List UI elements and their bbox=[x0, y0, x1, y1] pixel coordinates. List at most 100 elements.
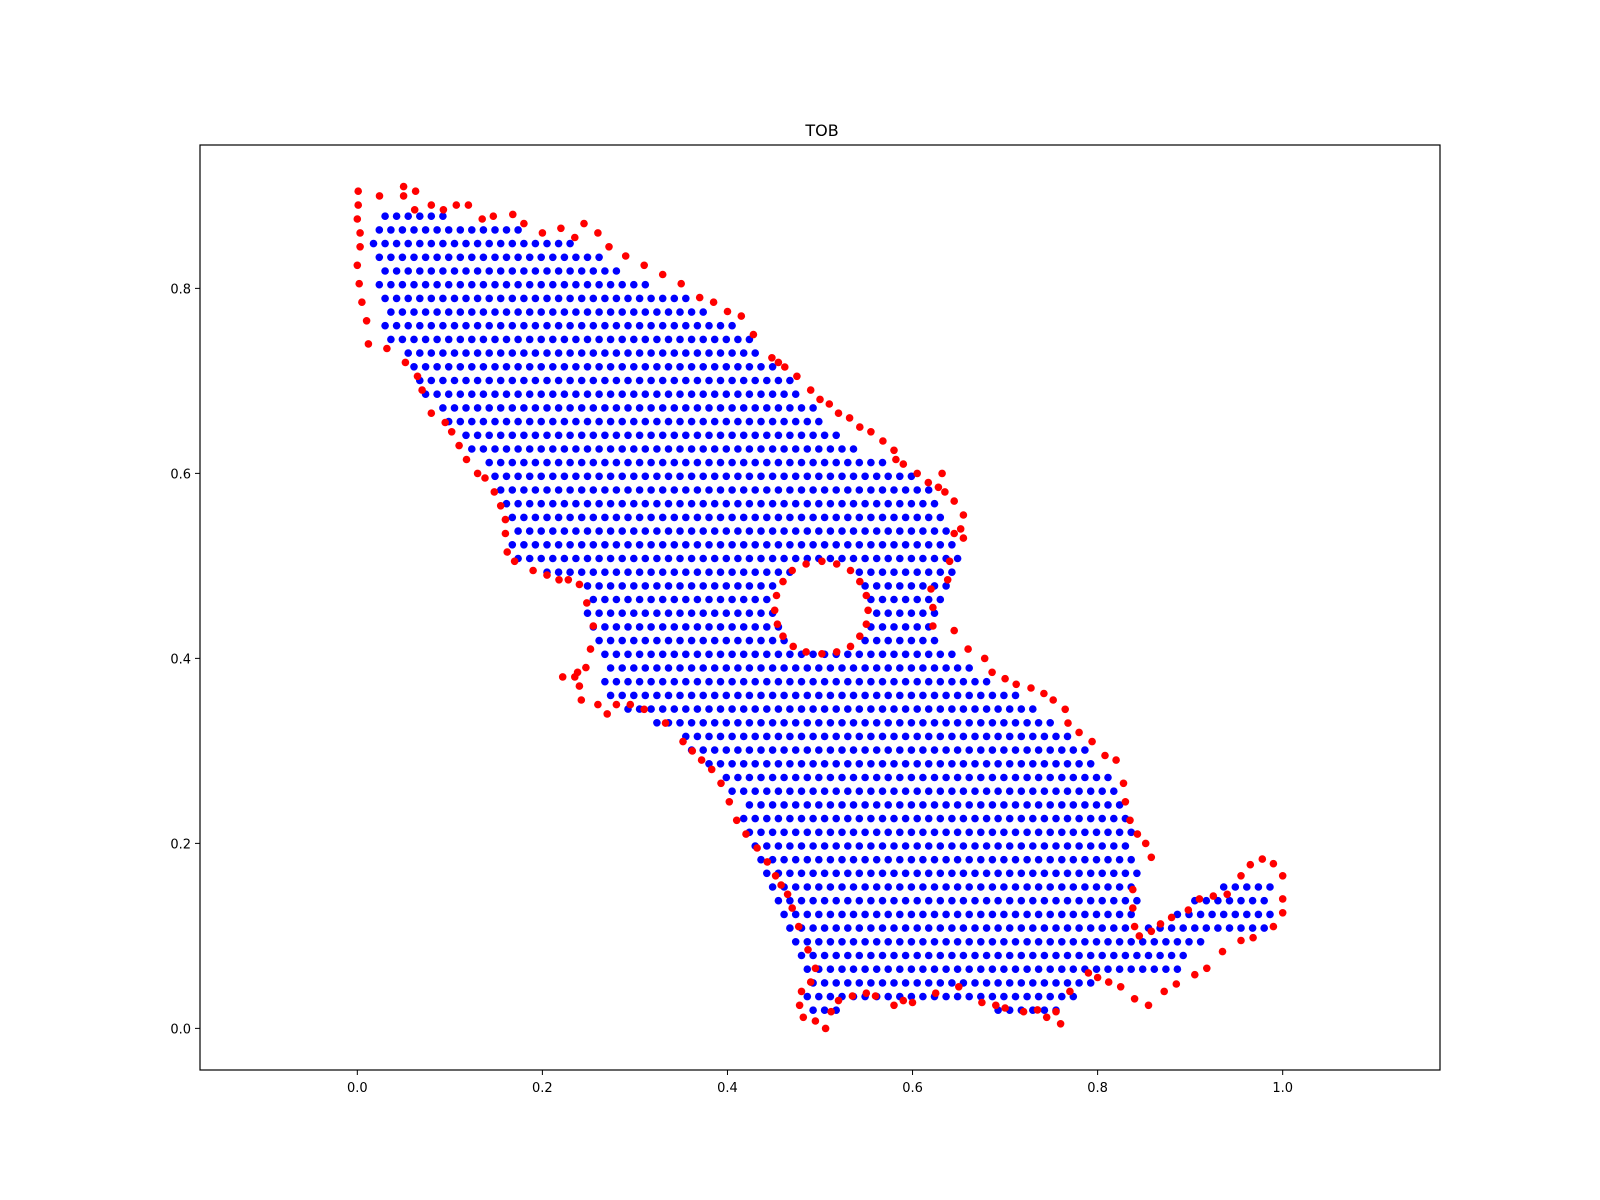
boundary-point bbox=[832, 648, 841, 656]
interior-point bbox=[682, 595, 690, 604]
interior-point bbox=[641, 472, 650, 481]
interior-point bbox=[994, 869, 1002, 878]
interior-point bbox=[537, 499, 545, 508]
interior-point bbox=[1011, 910, 1020, 919]
interior-point bbox=[745, 801, 754, 809]
interior-point bbox=[566, 458, 574, 467]
interior-point bbox=[612, 650, 621, 659]
interior-point bbox=[763, 486, 771, 494]
interior-point bbox=[1052, 760, 1060, 768]
interior-point bbox=[473, 294, 482, 303]
interior-point bbox=[924, 650, 933, 659]
interior-point bbox=[583, 280, 592, 289]
interior-point bbox=[450, 376, 459, 385]
interior-point bbox=[456, 226, 465, 234]
interior-point bbox=[861, 472, 869, 481]
interior-point bbox=[647, 404, 655, 412]
boundary-point bbox=[1084, 969, 1093, 977]
interior-point bbox=[416, 294, 424, 303]
interior-point bbox=[867, 924, 875, 932]
interior-point bbox=[734, 363, 742, 371]
interior-point bbox=[872, 828, 881, 837]
interior-point bbox=[815, 855, 823, 864]
interior-point bbox=[653, 499, 661, 508]
interior-point bbox=[1098, 787, 1106, 795]
interior-point bbox=[907, 609, 916, 617]
interior-point bbox=[502, 390, 511, 399]
interior-point bbox=[948, 924, 956, 932]
interior-point bbox=[1081, 910, 1089, 919]
interior-point bbox=[1040, 842, 1049, 850]
interior-point bbox=[757, 719, 765, 727]
interior-point bbox=[583, 609, 592, 617]
interior-point bbox=[855, 842, 864, 850]
interior-point bbox=[786, 677, 794, 686]
interior-point bbox=[583, 308, 592, 316]
interior-point bbox=[872, 691, 881, 700]
interior-point bbox=[670, 568, 679, 576]
interior-point bbox=[606, 417, 615, 426]
interior-point bbox=[919, 773, 927, 782]
interior-point bbox=[693, 595, 702, 604]
interior-point bbox=[1260, 924, 1268, 932]
interior-point bbox=[953, 773, 962, 782]
interior-point bbox=[739, 486, 748, 494]
interior-point bbox=[930, 938, 939, 946]
interior-point bbox=[653, 472, 661, 481]
interior-point bbox=[531, 349, 540, 357]
interior-point bbox=[658, 568, 667, 576]
interior-point bbox=[549, 390, 557, 399]
interior-point bbox=[676, 472, 684, 481]
interior-point bbox=[953, 965, 962, 973]
interior-point bbox=[924, 814, 933, 823]
interior-point bbox=[577, 404, 586, 412]
interior-point bbox=[890, 595, 898, 604]
interior-point bbox=[907, 883, 916, 891]
interior-point bbox=[739, 677, 748, 686]
interior-point bbox=[734, 335, 742, 344]
interior-point bbox=[942, 664, 950, 672]
interior-point bbox=[936, 732, 945, 741]
interior-point bbox=[1034, 828, 1043, 837]
interior-point bbox=[936, 650, 945, 659]
interior-point bbox=[815, 801, 823, 809]
interior-point bbox=[1185, 938, 1193, 946]
interior-point bbox=[751, 431, 759, 440]
interior-point bbox=[444, 390, 453, 399]
interior-point bbox=[531, 321, 540, 330]
interior-point bbox=[884, 938, 892, 946]
interior-point bbox=[618, 691, 626, 700]
interior-point bbox=[710, 554, 719, 563]
boundary-point bbox=[1278, 895, 1287, 903]
boundary-point bbox=[658, 270, 667, 279]
interior-point bbox=[670, 513, 679, 522]
interior-point bbox=[676, 445, 684, 453]
interior-point bbox=[566, 294, 574, 303]
interior-point bbox=[502, 445, 511, 453]
interior-point bbox=[1046, 855, 1054, 864]
interior-point bbox=[884, 527, 892, 535]
interior-point bbox=[768, 828, 777, 837]
interior-point bbox=[1058, 828, 1066, 837]
interior-point bbox=[826, 499, 835, 508]
interior-point bbox=[583, 390, 592, 399]
interior-point bbox=[1058, 910, 1066, 919]
interior-point bbox=[444, 280, 453, 289]
interior-point bbox=[549, 280, 557, 289]
boundary-point bbox=[856, 423, 864, 431]
interior-point bbox=[1092, 910, 1101, 919]
interior-point bbox=[468, 253, 476, 262]
interior-point bbox=[936, 705, 945, 713]
interior-point bbox=[901, 568, 910, 576]
interior-point bbox=[768, 417, 777, 426]
interior-point bbox=[1011, 938, 1020, 946]
boundary-point bbox=[582, 663, 590, 672]
interior-point bbox=[710, 335, 719, 344]
boundary-point bbox=[856, 632, 864, 640]
interior-point bbox=[630, 280, 638, 289]
interior-point bbox=[1127, 910, 1135, 919]
interior-point bbox=[1081, 746, 1089, 754]
boundary-point bbox=[1278, 909, 1287, 917]
interior-point bbox=[867, 513, 875, 522]
interior-point bbox=[589, 568, 598, 576]
